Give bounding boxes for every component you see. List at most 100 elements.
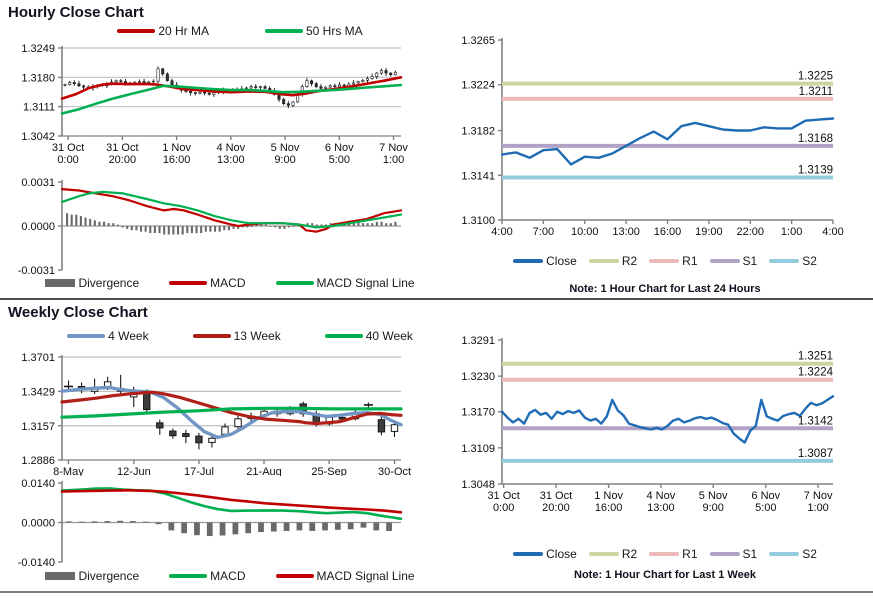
legend-swatch-close (513, 552, 544, 556)
axis-tick-label: 31 Oct (106, 142, 138, 154)
axis-tick-label: 0.0000 (21, 518, 55, 530)
candle (198, 91, 202, 94)
legend-item-r1: R1 (649, 254, 698, 268)
legend-item-macd: MACD (169, 276, 246, 290)
series-line-50-hrs-ma (60, 83, 403, 115)
divergence-bar (292, 226, 295, 227)
axis-tick-label: 22:00 (736, 226, 764, 238)
axis-tick-label: 1.3224 (461, 80, 495, 92)
axis-tick-label: 12-Jun (117, 466, 151, 476)
candle (114, 80, 118, 83)
divergence-bar (223, 226, 226, 231)
candle (370, 76, 374, 79)
divergence-bar (206, 522, 213, 537)
axis-tick-label: 1.3265 (461, 35, 495, 47)
divergence-bar (214, 226, 217, 232)
weekly-price-legend: 4 Week 13 Week 40 Week (60, 329, 420, 343)
candle (189, 91, 193, 93)
axis-tick-label: -0.0031 (18, 265, 55, 274)
axis-tick-label: 1.3168 (798, 133, 833, 145)
candle (263, 86, 267, 89)
axis-tick-label: 1.3139 (798, 164, 833, 176)
axis-tick-label: 21-Aug (246, 466, 281, 476)
weekly-macd-legend: Divergence MACD MACD Signal Line (30, 569, 430, 583)
divergence-bar (155, 522, 162, 525)
candle (319, 86, 323, 89)
divergence-bar (366, 223, 369, 226)
candle (365, 78, 369, 81)
axis-tick-label: 9:00 (702, 502, 723, 514)
hourly-section-title: Hourly Close Chart (8, 4, 144, 21)
divergence-bar (209, 226, 212, 232)
divergence-bar (245, 522, 252, 534)
legend-item-40-week: 40 Week (324, 329, 413, 343)
legend-swatch-r2 (588, 259, 619, 263)
candle (333, 85, 337, 87)
series-line-macd (60, 188, 403, 233)
series-line-13-week (60, 390, 403, 426)
legend-item-13-week: 13 Week (192, 329, 281, 343)
divergence-bar (357, 221, 360, 226)
divergence-bar (153, 226, 156, 234)
axis-tick-label: 10:00 (571, 226, 599, 238)
legend-item-s1: S1 (709, 254, 757, 268)
axis-tick-label: 8-May (53, 466, 84, 476)
candle (212, 92, 216, 95)
divergence-bar (91, 521, 98, 523)
axis-tick-label: 16:00 (163, 154, 191, 166)
axis-tick-label: 13:00 (217, 154, 245, 166)
legend-swatch-r2 (588, 552, 619, 556)
axis-tick-label: 0.0000 (21, 221, 55, 233)
axis-tick-label: 25-Sep (311, 466, 346, 476)
axis-tick-label: 13:00 (612, 226, 640, 238)
legend-label: Close (546, 547, 577, 561)
candle (169, 430, 177, 437)
axis-tick-label: 1.3170 (461, 407, 495, 419)
legend-swatch-macd (169, 574, 208, 578)
candle (291, 101, 295, 106)
axis-tick-label: 5:00 (755, 502, 776, 514)
divergence-bar (194, 522, 200, 536)
candle (314, 83, 318, 87)
axis-tick-label: 1.3291 (461, 335, 495, 347)
candle (195, 435, 203, 444)
candle (156, 68, 160, 82)
series-line-macd-signal-line (60, 489, 403, 514)
axis-tick-label: 31 Oct (540, 490, 572, 502)
divergence-bar (158, 226, 161, 234)
axis-tick-label: 20:00 (109, 154, 137, 166)
axis-tick-label: 1.3111 (23, 102, 55, 114)
divergence-bar (112, 223, 115, 226)
legend-item-macd-signal-line: MACD Signal Line (275, 276, 415, 290)
divergence-bar (334, 522, 341, 530)
axis-tick-label: 1.3701 (21, 352, 55, 364)
axis-tick-label: 1.3225 (798, 71, 833, 83)
candle (170, 80, 174, 86)
hourly-price-chart: 1.3249 1.3180 1.3111 1.3042 31 Oct 0:00 31 Oct… (0, 36, 437, 168)
candle (377, 419, 386, 433)
divergence-bar (116, 224, 119, 226)
axis-tick-label: 4:00 (822, 226, 843, 238)
hourly-price-legend: 20 Hr MA 50 Hrs MA (60, 24, 420, 38)
axis-tick-label: 1.2886 (21, 455, 55, 467)
legend-label: 13 Week (233, 329, 281, 343)
legend-item-20-hr-ma: 20 Hr MA (117, 24, 209, 38)
axis-tick-label: 31 Oct (52, 142, 84, 154)
divergence-bar (274, 226, 277, 228)
hourly-macd-plot: 0.0031 0.0000 -0.0031 (18, 177, 403, 277)
candle (72, 82, 76, 85)
candle (351, 82, 355, 85)
axis-tick-label: 19:00 (695, 226, 723, 238)
divergence-bar (218, 226, 221, 232)
divergence-bar (320, 224, 323, 226)
legend-label: 4 Week (108, 329, 149, 343)
candle (137, 81, 141, 83)
divergence-bar (325, 224, 328, 226)
candle (249, 86, 253, 89)
legend-swatch-s2 (769, 552, 800, 556)
legend-swatch-s2 (769, 259, 800, 263)
axis-tick-label: 1.3109 (461, 443, 495, 455)
